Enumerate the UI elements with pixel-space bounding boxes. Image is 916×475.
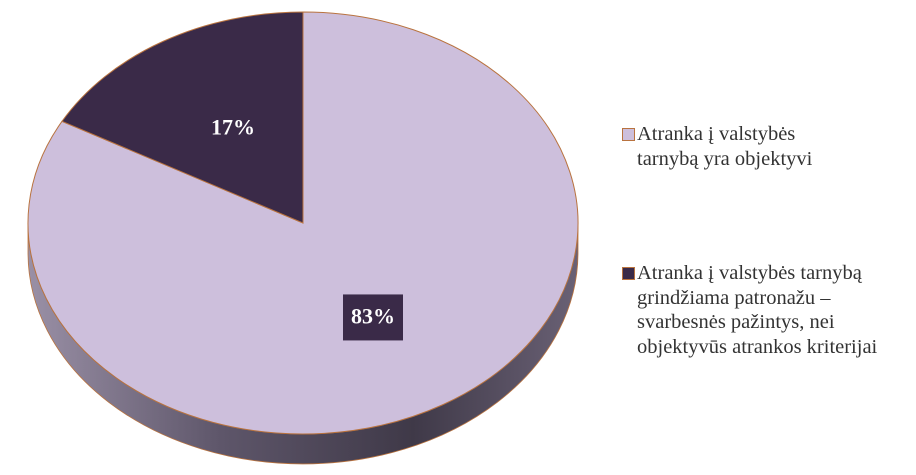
legend-label: Atranka į valstybės tarnybą grindžiama p… [637, 262, 878, 358]
data-label-box [342, 294, 403, 341]
legend-swatch [622, 128, 635, 141]
pie-slice [27, 11, 579, 435]
data-label: 17% [203, 105, 264, 152]
pie-chart: 83% 17% [27, 11, 579, 465]
data-label-text: 17% [211, 115, 255, 140]
data-label-text: 83% [351, 303, 395, 328]
legend-item: Atranka į valstybės tarnybą grindžiama p… [622, 261, 912, 359]
pie-slice [61, 11, 304, 224]
legend-label: Atranka į valstybės tarnybą yra objektyv… [637, 123, 813, 170]
data-label: 83% [342, 294, 403, 341]
legend-item: Atranka į valstybės tarnybą yra objektyv… [622, 122, 822, 171]
data-label-box [203, 105, 264, 152]
legend-swatch [622, 267, 635, 280]
